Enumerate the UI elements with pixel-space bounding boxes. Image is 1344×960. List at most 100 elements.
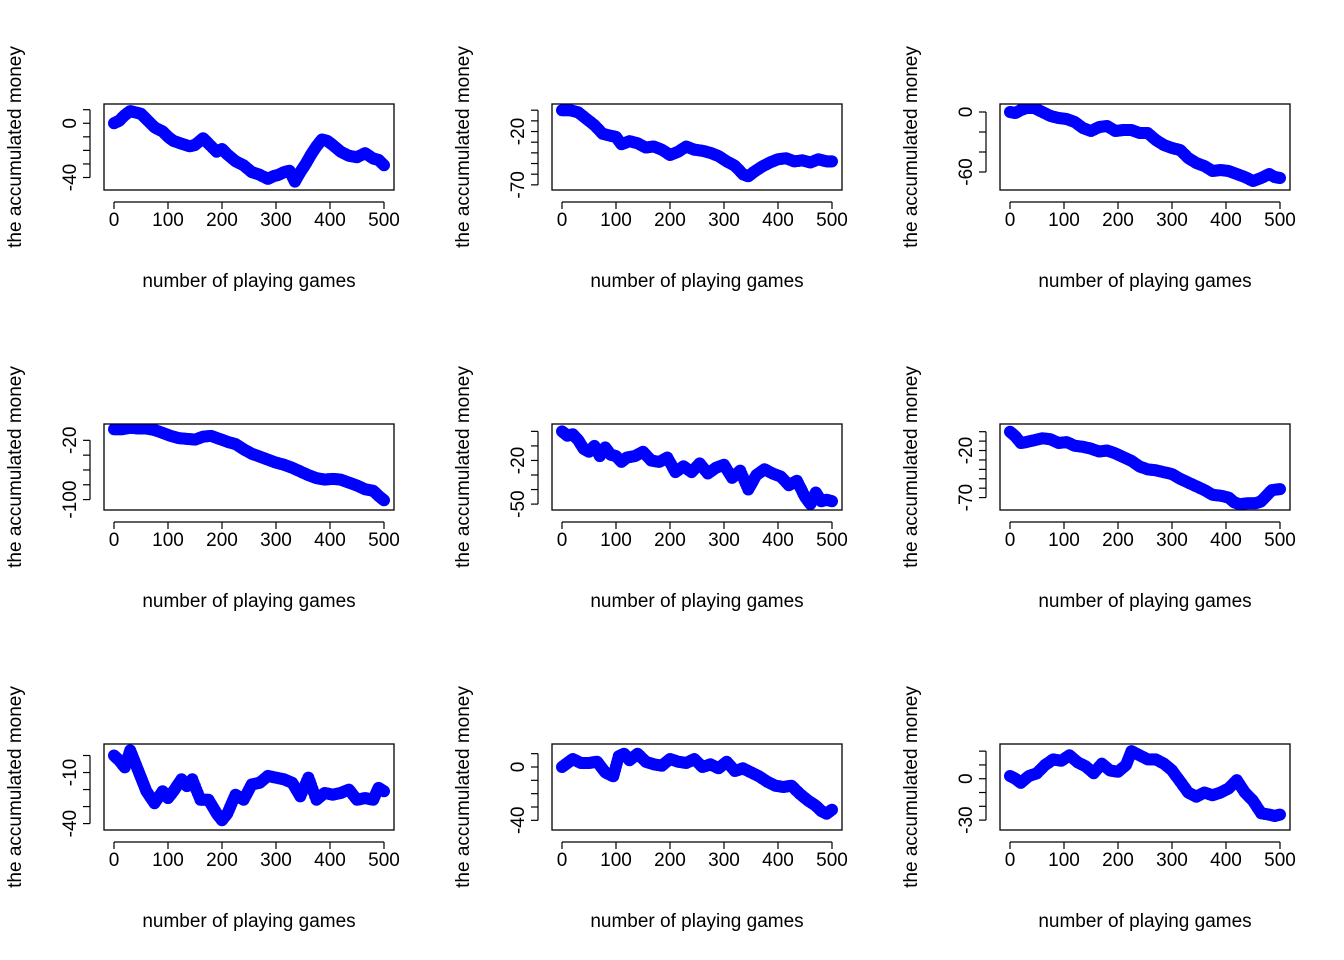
y-axis-title: the accumulated money (453, 46, 474, 248)
y-axis-title: the accumulated money (901, 686, 922, 888)
x-tick-label: 200 (654, 210, 686, 231)
y-tick-label: -100 (60, 481, 81, 519)
data-point (1274, 172, 1286, 184)
x-axis-title: number of playing games (590, 911, 803, 932)
x-tick-label: 0 (557, 530, 568, 551)
plot-box (551, 103, 843, 191)
panel-5: 0 100 200 300 400 500 -50 -20 number of playing … (453, 366, 848, 612)
x-tick-label: 500 (368, 530, 400, 551)
x-tick-label: 500 (1264, 210, 1296, 231)
data-series (108, 744, 390, 827)
plot-box (999, 103, 1291, 191)
x-axis-title: number of playing games (1038, 911, 1251, 932)
data-point (378, 494, 390, 507)
data-point (826, 803, 838, 816)
y-tick-label: -20 (60, 427, 81, 454)
x-tick-label: 0 (109, 850, 120, 871)
y-tick-label: -10 (60, 759, 81, 786)
panel-2: 0 100 200 300 400 500 -70 -20 number of playing … (453, 46, 848, 292)
y-tick-label: 0 (60, 118, 81, 129)
y-tick-label: -40 (60, 164, 81, 191)
x-tick-label: 500 (368, 850, 400, 871)
x-tick-label: 400 (762, 210, 794, 231)
x-tick-label: 0 (557, 210, 568, 231)
y-tick-label: -40 (60, 810, 81, 837)
x-tick-label: 0 (1005, 850, 1016, 871)
x-tick-label: 200 (654, 530, 686, 551)
data-series (556, 747, 838, 820)
x-tick-label: 100 (152, 530, 184, 551)
data-series (108, 105, 390, 188)
x-tick-label: 200 (1102, 530, 1134, 551)
x-tick-label: 300 (1156, 530, 1188, 551)
data-series (1004, 745, 1286, 822)
x-tick-label: 200 (206, 850, 238, 871)
plot-box (551, 743, 843, 831)
y-axis-title: the accumulated money (5, 686, 26, 888)
y-tick-label: -20 (956, 437, 977, 464)
x-tick-label: 400 (1210, 530, 1242, 551)
x-tick-label: 300 (708, 210, 740, 231)
panel-3: 0 100 200 300 400 500 -60 0 number of playing ga… (901, 46, 1296, 292)
x-tick-label: 100 (152, 850, 184, 871)
x-tick-label: 500 (816, 530, 848, 551)
data-point (826, 495, 838, 508)
x-tick-label: 500 (1264, 530, 1296, 551)
x-tick-label: 500 (816, 210, 848, 231)
y-tick-label: -20 (508, 118, 529, 145)
y-axis-title: the accumulated money (5, 366, 26, 568)
plot-box (103, 423, 395, 511)
x-tick-label: 400 (762, 850, 794, 871)
x-tick-label: 0 (1005, 530, 1016, 551)
data-point (1274, 483, 1286, 496)
plot-box (103, 743, 395, 831)
x-axis-title: number of playing games (1038, 591, 1251, 612)
y-axis-title: the accumulated money (453, 686, 474, 888)
x-tick-label: 300 (1156, 850, 1188, 871)
data-series (556, 104, 838, 183)
x-tick-label: 0 (109, 530, 120, 551)
y-tick-label: 0 (508, 762, 529, 773)
y-tick-label: -70 (956, 484, 977, 511)
x-tick-label: 100 (600, 530, 632, 551)
x-axis-title: number of playing games (590, 591, 803, 612)
panel-9: 0 100 200 300 400 500 -30 0 number of playing ga… (901, 686, 1296, 932)
x-tick-label: 300 (260, 530, 292, 551)
x-tick-label: 400 (314, 850, 346, 871)
data-series (1004, 104, 1286, 187)
y-tick-label: 0 (956, 773, 977, 784)
x-tick-label: 400 (314, 530, 346, 551)
y-tick-label: -30 (956, 806, 977, 833)
panel-7: 0 100 200 300 400 500 -40 -10 number of playing … (5, 686, 400, 932)
x-tick-label: 0 (1005, 210, 1016, 231)
x-tick-label: 200 (206, 530, 238, 551)
x-tick-label: 100 (152, 210, 184, 231)
data-series (556, 425, 838, 510)
data-point (378, 785, 390, 798)
x-tick-label: 300 (708, 530, 740, 551)
plot-box (551, 423, 843, 511)
x-tick-label: 400 (1210, 850, 1242, 871)
panel-6: 0 100 200 300 400 500 -70 -20 number of playing … (901, 366, 1296, 612)
y-axis-title: the accumulated money (901, 46, 922, 248)
x-tick-label: 400 (1210, 210, 1242, 231)
data-series (1004, 425, 1286, 510)
data-point (1274, 808, 1286, 821)
y-tick-label: -40 (508, 807, 529, 834)
x-tick-label: 300 (1156, 210, 1188, 231)
x-tick-label: 200 (1102, 850, 1134, 871)
x-tick-label: 500 (816, 850, 848, 871)
x-tick-label: 400 (762, 530, 794, 551)
x-tick-label: 100 (600, 210, 632, 231)
x-tick-label: 400 (314, 210, 346, 231)
x-tick-label: 500 (368, 210, 400, 231)
x-tick-label: 0 (109, 210, 120, 231)
x-axis-title: number of playing games (142, 271, 355, 292)
data-point (826, 155, 838, 168)
x-tick-label: 100 (600, 850, 632, 871)
x-tick-label: 300 (708, 850, 740, 871)
y-axis-title: the accumulated money (453, 366, 474, 568)
data-series (108, 424, 390, 507)
x-tick-label: 200 (206, 210, 238, 231)
